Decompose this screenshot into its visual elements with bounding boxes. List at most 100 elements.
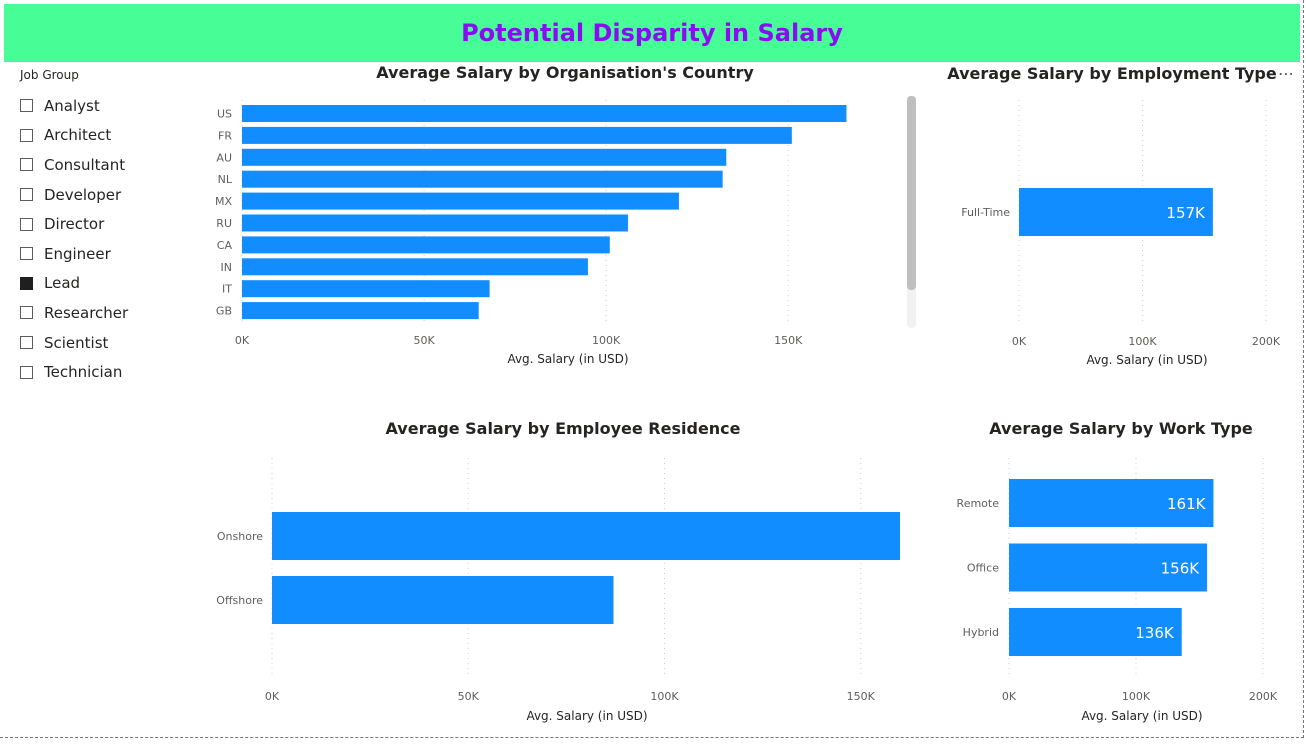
data-label: 157K bbox=[1166, 204, 1206, 222]
chart-employment-svg: 0K 100K 200K Full-Time 157K Avg. Salary (in U… bbox=[961, 100, 1281, 367]
bar-fr bbox=[242, 126, 792, 144]
bar-ru bbox=[242, 214, 628, 232]
slicer-item-label: Architect bbox=[44, 126, 112, 145]
category-label: Remote bbox=[957, 497, 1000, 510]
slicer-item-director[interactable]: Director bbox=[20, 209, 190, 239]
x-axis-label: Avg. Salary (in USD) bbox=[507, 352, 628, 366]
checkbox-checked[interactable] bbox=[20, 276, 33, 290]
slicer-item-technician[interactable]: Technician bbox=[20, 357, 190, 387]
bar-au bbox=[242, 148, 727, 166]
category-label: Onshore bbox=[217, 530, 263, 543]
x-axis-label: Avg. Salary (in USD) bbox=[1081, 709, 1202, 723]
category-label: Office bbox=[967, 562, 999, 575]
bar-remote bbox=[1009, 479, 1214, 527]
bar-mx bbox=[242, 192, 679, 210]
chart-title: Average Salary by Work Type bbox=[989, 419, 1253, 438]
bar-office bbox=[1009, 543, 1208, 592]
category-label: Full-Time bbox=[961, 206, 1010, 219]
chart-title: Average Salary by Organisation's Country bbox=[376, 63, 754, 82]
x-tick-label: 100K bbox=[1128, 335, 1157, 348]
x-tick-label: 200K bbox=[1249, 690, 1278, 703]
slicer-item-label: Analyst bbox=[44, 96, 100, 115]
category-label: AU bbox=[216, 151, 232, 164]
category-label: Offshore bbox=[216, 594, 263, 607]
x-tick-label: 0K bbox=[1012, 335, 1027, 348]
bar-full-time bbox=[1019, 188, 1213, 236]
slicer-item-label: Developer bbox=[44, 185, 122, 204]
chart-country-svg: 0K 50K 100K 150K US FR AU NL MX RU CA IN IT GB Avg. Sa… bbox=[215, 100, 847, 366]
x-tick-label: 200K bbox=[1252, 335, 1281, 348]
job-group-slicer: Job Group Analyst Architect Consultant Deve… bbox=[20, 66, 190, 387]
ellipsis-icon[interactable]: ⋯ bbox=[1278, 64, 1295, 83]
data-label: 161K bbox=[1167, 495, 1207, 513]
x-axis-label: Avg. Salary (in USD) bbox=[1086, 353, 1207, 367]
checkbox[interactable] bbox=[20, 217, 33, 231]
slicer-item-scientist[interactable]: Scientist bbox=[20, 328, 190, 358]
slicer-item-lead[interactable]: Lead bbox=[20, 269, 190, 299]
checkbox[interactable] bbox=[20, 306, 33, 320]
x-tick-label: 150K bbox=[774, 334, 803, 347]
slicer-title: Job Group bbox=[20, 68, 79, 82]
chart-title: Average Salary by Employee Residence bbox=[385, 419, 741, 438]
data-label: 136K bbox=[1135, 624, 1175, 642]
bar-us bbox=[242, 105, 847, 122]
category-label: CA bbox=[217, 239, 233, 252]
category-label: MX bbox=[215, 195, 232, 208]
slicer-item-label: Consultant bbox=[44, 155, 126, 174]
header-banner: Potential Disparity in Salary bbox=[4, 4, 1300, 62]
x-tick-label: 100K bbox=[592, 334, 621, 347]
slicer-list: Analyst Architect Consultant Developer Direc… bbox=[20, 91, 190, 387]
x-axis-label: Avg. Salary (in USD) bbox=[526, 709, 647, 723]
x-tick-label: 50K bbox=[458, 690, 480, 703]
chart-employment: Average Salary by Employment Type 0K 100K… bbox=[940, 62, 1300, 382]
x-tick-label: 150K bbox=[847, 690, 876, 703]
chart-title: Average Salary by Employment Type bbox=[947, 64, 1277, 83]
x-tick-label: 0K bbox=[265, 690, 280, 703]
checkbox[interactable] bbox=[20, 188, 33, 202]
checkbox[interactable] bbox=[20, 336, 33, 350]
bar-in bbox=[242, 258, 588, 276]
x-tick-label: 100K bbox=[1122, 690, 1151, 703]
category-label: RU bbox=[216, 217, 232, 230]
slicer-item-consultant[interactable]: Consultant bbox=[20, 150, 190, 180]
checkbox[interactable] bbox=[20, 365, 33, 379]
category-label: FR bbox=[218, 129, 232, 142]
slicer-item-architect[interactable]: Architect bbox=[20, 121, 190, 151]
chart-worktype-svg: 0K 100K 200K Remote 161K Office 156K Hybrid 136K… bbox=[957, 458, 1278, 723]
slicer-item-engineer[interactable]: Engineer bbox=[20, 239, 190, 269]
slicer-item-analyst[interactable]: Analyst bbox=[20, 91, 190, 121]
chart-residence-svg: 0K 50K 100K 150K Onshore Offshore Avg. Salary … bbox=[216, 458, 900, 723]
slicer-item-label: Scientist bbox=[44, 333, 109, 352]
slicer-item-label: Technician bbox=[44, 363, 123, 382]
slicer-item-label: Researcher bbox=[44, 303, 129, 322]
chart-residence: Average Salary by Employee Residence 0K 5… bbox=[200, 418, 930, 738]
checkbox[interactable] bbox=[20, 128, 33, 142]
category-label: IT bbox=[222, 283, 232, 296]
chart-country: Average Salary by Organisation's Country… bbox=[200, 62, 930, 382]
category-label: NL bbox=[218, 173, 233, 186]
category-label: US bbox=[217, 108, 232, 121]
bar-gb bbox=[242, 302, 479, 320]
slicer-item-label: Engineer bbox=[44, 244, 111, 263]
checkbox[interactable] bbox=[20, 158, 33, 172]
category-label: IN bbox=[221, 261, 232, 274]
x-tick-label: 100K bbox=[650, 690, 679, 703]
x-tick-label: 0K bbox=[1002, 690, 1017, 703]
slicer-item-developer[interactable]: Developer bbox=[20, 180, 190, 210]
category-label: GB bbox=[216, 305, 232, 318]
x-tick-label: 0K bbox=[235, 334, 250, 347]
bar-nl bbox=[242, 170, 723, 188]
checkbox[interactable] bbox=[20, 99, 33, 113]
page-title: Potential Disparity in Salary bbox=[461, 18, 843, 47]
slicer-item-researcher[interactable]: Researcher bbox=[20, 298, 190, 328]
category-label: Hybrid bbox=[963, 626, 999, 639]
slicer-item-label: Director bbox=[44, 215, 105, 234]
slicer-item-label: Lead bbox=[44, 274, 81, 293]
bar-it bbox=[242, 280, 490, 298]
bar-onshore bbox=[272, 512, 900, 560]
chart-scrollbar-thumb[interactable] bbox=[907, 96, 916, 290]
checkbox[interactable] bbox=[20, 247, 33, 261]
data-label: 156K bbox=[1161, 560, 1201, 578]
bar-offshore bbox=[272, 576, 614, 624]
